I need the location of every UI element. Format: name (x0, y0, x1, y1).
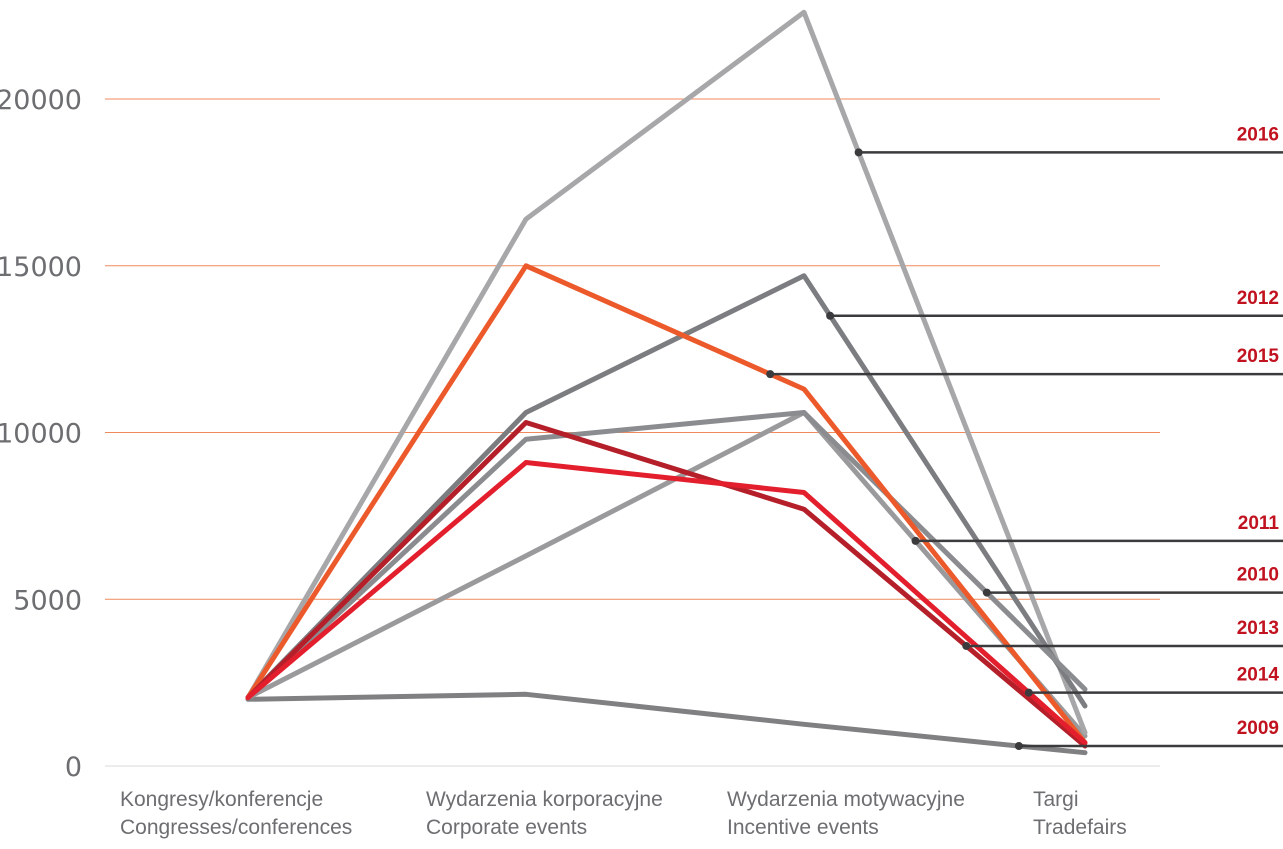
callout-label-2014: 2014 (1237, 665, 1280, 686)
series-line-2014 (245, 460, 1088, 746)
y-tick-label: 0 (65, 752, 82, 783)
series-line-2013 (245, 420, 1088, 749)
y-tick-label: 15000 (0, 252, 82, 283)
y-tick-label: 10000 (0, 419, 82, 450)
x-category-label-en: Tradefairs (1033, 816, 1127, 839)
x-category-label: Targi (1033, 788, 1079, 811)
gridlines (105, 98, 1160, 600)
y-tick-label: 20000 (0, 85, 82, 116)
x-axis-categories: Kongresy/konferencje Congresses/conferenc… (120, 788, 1127, 839)
callout-dot-2014 (1024, 688, 1033, 697)
callout-dot-2016 (854, 148, 863, 157)
series-line-2016 (245, 9, 1088, 736)
series-line-2010 (245, 410, 1088, 701)
year-callouts: 2016 2012 2015 2011 2010 2013 2014 2009 (766, 124, 1283, 750)
callout-label-2015: 2015 (1237, 346, 1280, 367)
callout-dot-2015 (766, 370, 775, 379)
x-category-label-en: Corporate events (426, 816, 587, 839)
callout-label-2016: 2016 (1237, 124, 1279, 145)
callout-label-2011: 2011 (1238, 513, 1280, 534)
x-category-label: Kongresy/konferencje (120, 788, 323, 811)
callout-dot-2009 (1014, 741, 1023, 750)
callout-label-2009: 2009 (1237, 718, 1279, 739)
y-tick-label: 5000 (13, 585, 82, 616)
x-category-label-en: Congresses/conferences (120, 816, 352, 839)
x-category-label-en: Incentive events (727, 816, 879, 839)
series-line-2012 (245, 273, 1088, 709)
series-line-2015 (245, 263, 1088, 746)
callout-dot-2011 (911, 536, 920, 545)
y-axis-ticks: 0 5000 10000 15000 20000 (0, 85, 82, 783)
x-category-label: Wydarzenia motywacyjne (727, 788, 965, 811)
series-line-2011 (245, 410, 1088, 739)
series-lines (245, 9, 1088, 756)
callout-dot-2010 (982, 588, 991, 597)
callout-label-2012: 2012 (1237, 288, 1279, 309)
callout-label-2010: 2010 (1237, 565, 1279, 586)
x-category-label: Wydarzenia korporacyjne (426, 788, 663, 811)
series-line-2009 (245, 691, 1088, 756)
callout-dot-2012 (826, 311, 835, 320)
callout-label-2013: 2013 (1237, 618, 1279, 639)
callout-dot-2013 (962, 641, 971, 650)
